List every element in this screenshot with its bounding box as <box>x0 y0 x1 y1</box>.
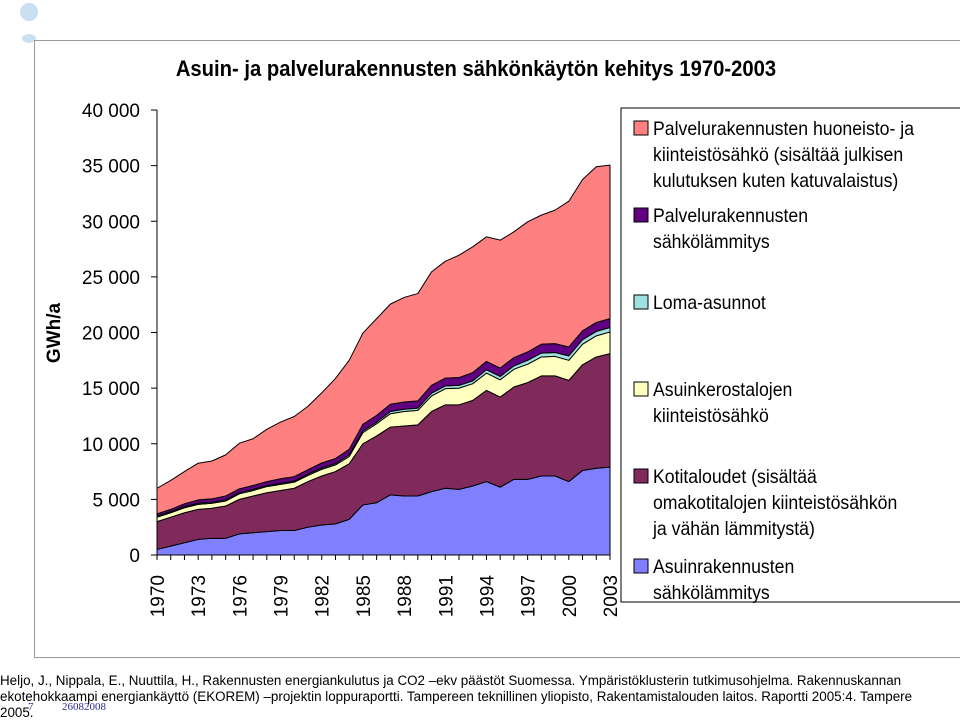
footer-citation-line-1: Heljo, J., Nippala, E., Nuuttila, H., Ra… <box>0 673 902 688</box>
legend-label: Palvelurakennusten sähkölämmitys <box>653 204 808 252</box>
legend-label: Asuinkerostalojen kiinteistösähkö <box>653 378 792 426</box>
x-tick-label: 1985 <box>354 575 375 617</box>
decorative-dot-2 <box>22 34 36 43</box>
x-tick-label: 1970 <box>148 575 169 617</box>
legend-box <box>620 107 960 603</box>
legend-item: Palvelurakennusten huoneisto- ja kiinteis… <box>633 117 915 191</box>
legend-label: Palvelurakennusten huoneisto- ja kiinteis… <box>653 117 915 191</box>
legend-swatch <box>633 120 649 136</box>
legend-swatch <box>633 468 649 484</box>
x-tick-label: 1982 <box>313 575 334 617</box>
y-tick-label: 10 000 <box>82 435 140 456</box>
x-tick-label: 1997 <box>519 575 540 617</box>
y-tick-label: 40 000 <box>82 101 140 122</box>
x-tick-label: 1988 <box>395 575 416 617</box>
footer-citation-line-2: ekotehokkaampi energiankäyttö (EKOREM) –… <box>0 689 913 704</box>
y-tick-label: 20 000 <box>82 324 140 345</box>
chart-frame <box>34 40 960 658</box>
legend: Palvelurakennusten huoneisto- ja kiinteis… <box>633 117 915 603</box>
x-tick-label: 1994 <box>477 575 498 618</box>
legend-swatch <box>633 558 649 574</box>
x-tick-label: 1979 <box>272 575 293 617</box>
x-axis-ticks: 1970 1973 1976 1979 1982 1985 1988 1991 1994 1997… <box>148 555 622 617</box>
x-tick-label: 1976 <box>230 575 251 617</box>
y-tick-label: 15 000 <box>82 379 140 400</box>
y-axis-label: GWh/a <box>44 302 65 363</box>
legend-label: Loma-asunnot <box>653 291 766 313</box>
legend-swatch <box>633 381 649 397</box>
x-tick-label: 1973 <box>189 575 210 617</box>
area-series-6 <box>156 164 611 515</box>
footer-citation-line-3: 2005. <box>0 705 34 720</box>
slide-page-number: 7 <box>28 701 34 713</box>
legend-swatch <box>633 294 649 310</box>
legend-item: Palvelurakennusten sähkölämmitys <box>633 204 808 252</box>
y-tick-label: 35 000 <box>82 157 140 178</box>
slide-date-code: 26082008 <box>62 701 106 713</box>
y-axis-ticks: 0 5 000 10 000 15 000 20 000 25 000 30 000 35 0… <box>82 101 157 567</box>
stacked-area-series <box>156 164 611 556</box>
legend-item: Kotitaloudet (sisältää omakotitalojen kii… <box>633 465 897 539</box>
decorative-dot-1 <box>20 3 38 21</box>
x-tick-label: 2003 <box>601 575 622 617</box>
legend-swatch <box>633 207 649 223</box>
y-tick-label: 5 000 <box>92 490 140 511</box>
y-tick-label: 30 000 <box>82 212 140 233</box>
chart-title: Asuin- ja palvelurakennusten sähkönkäytö… <box>176 57 776 81</box>
legend-item: Asuinrakennusten sähkölämmitys <box>633 555 794 603</box>
legend-label: Asuinrakennusten sähkölämmitys <box>653 555 794 603</box>
legend-item: Loma-asunnot <box>633 291 766 313</box>
x-tick-label: 1991 <box>436 575 457 617</box>
y-tick-label: 25 000 <box>82 268 140 289</box>
legend-label: Kotitaloudet (sisältää omakotitalojen kii… <box>652 465 897 539</box>
y-tick-label: 0 <box>129 546 140 567</box>
x-tick-label: 2000 <box>560 575 581 617</box>
legend-item: Asuinkerostalojen kiinteistösähkö <box>633 378 792 426</box>
